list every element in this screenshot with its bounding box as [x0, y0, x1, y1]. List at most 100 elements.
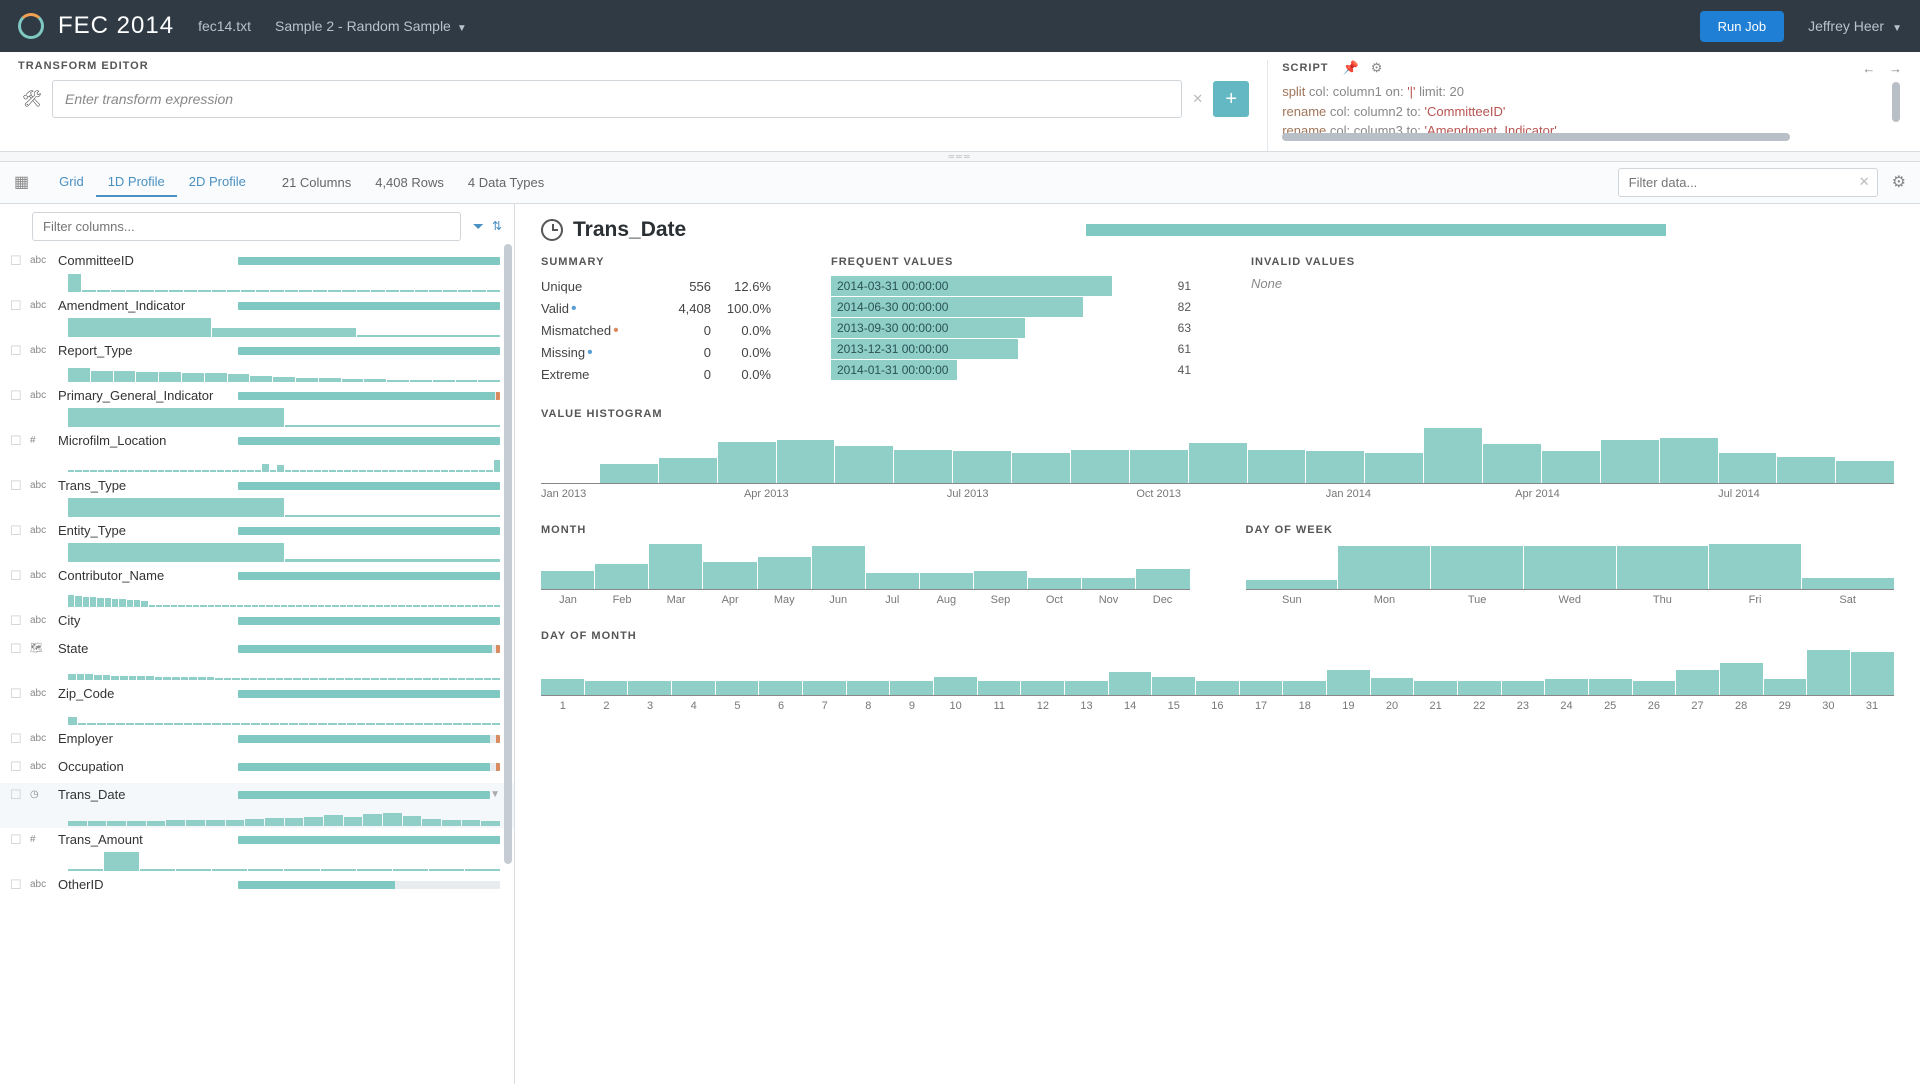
- column-row[interactable]: ☐🗺State: [0, 637, 514, 682]
- meta-rows: 4,408 Rows: [375, 175, 444, 190]
- type-icon: abc: [30, 761, 58, 772]
- wrench-icon[interactable]: 🛠: [18, 89, 46, 109]
- tab-grid[interactable]: Grid: [47, 168, 96, 197]
- column-row[interactable]: ☐abcTrans_Type: [0, 474, 514, 519]
- sparkline: [68, 407, 500, 427]
- tab-2d-profile[interactable]: 2D Profile: [177, 168, 258, 197]
- column-row[interactable]: ☐abcEntity_Type: [0, 519, 514, 564]
- add-transform-button[interactable]: +: [1213, 81, 1249, 117]
- breadcrumb-sample[interactable]: Sample 2 - Random Sample▼: [275, 18, 467, 34]
- column-row[interactable]: ☐#Trans_Amount: [0, 828, 514, 873]
- nav-back-icon[interactable]: ←: [1862, 61, 1875, 76]
- histogram-chart[interactable]: [541, 428, 1894, 484]
- tab-1d-profile[interactable]: 1D Profile: [96, 168, 177, 197]
- checkbox[interactable]: ☐: [10, 253, 30, 269]
- type-icon: abc: [30, 733, 58, 744]
- checkbox[interactable]: ☐: [10, 613, 30, 629]
- filter-icon[interactable]: ⏷: [473, 218, 484, 235]
- column-row[interactable]: ☐abcAmendment_Indicator: [0, 294, 514, 339]
- app-title: FEC 2014: [58, 12, 174, 40]
- frequent-label: FREQUENT VALUES: [831, 256, 1191, 268]
- checkbox[interactable]: ☐: [10, 568, 30, 584]
- filter-columns-input[interactable]: [32, 212, 461, 241]
- month-section: MONTH JanFebMarAprMayJunJulAugSepOctNovD…: [541, 524, 1190, 608]
- column-row[interactable]: ☐abcCommitteeID: [0, 249, 514, 294]
- histogram-axis: Jan 2013Apr 2013Jul 2013Oct 2013Jan 2014…: [541, 488, 1894, 502]
- checkbox[interactable]: ☐: [10, 686, 30, 702]
- meta-columns: 21 Columns: [282, 175, 351, 190]
- type-icon: abc: [30, 480, 58, 491]
- column-name: OtherID: [58, 877, 238, 892]
- column-row[interactable]: ☐abcReport_Type: [0, 339, 514, 384]
- meta-types: 4 Data Types: [468, 175, 544, 190]
- filter-data-input[interactable]: [1618, 168, 1878, 197]
- summary-block: SUMMARY Unique55612.6%Valid•4,408100.0%M…: [541, 256, 771, 386]
- dom-chart[interactable]: [541, 650, 1894, 696]
- checkbox[interactable]: ☐: [10, 388, 30, 404]
- sort-icon[interactable]: ⇅: [492, 219, 502, 233]
- script-label: SCRIPT: [1282, 62, 1328, 74]
- breadcrumb-file[interactable]: fec14.txt: [198, 18, 251, 34]
- checkbox[interactable]: ☐: [10, 433, 30, 449]
- clear-icon[interactable]: ✕: [1859, 174, 1870, 190]
- run-job-button[interactable]: Run Job: [1700, 11, 1784, 42]
- detail-column-title: Trans_Date: [573, 218, 686, 242]
- sparkline: [68, 452, 500, 472]
- checkbox[interactable]: ☐: [10, 877, 30, 893]
- script-body[interactable]: split col: column1 on: '|' limit: 20rena…: [1282, 82, 1902, 141]
- invalid-label: INVALID VALUES: [1251, 256, 1355, 268]
- column-row[interactable]: ☐abcEmployer: [0, 727, 514, 755]
- invalid-value: None: [1251, 276, 1355, 291]
- transform-input[interactable]: Enter transform expression: [52, 80, 1182, 118]
- scrollbar[interactable]: [1282, 133, 1790, 141]
- chevron-down-icon[interactable]: ▼: [490, 789, 500, 800]
- column-row[interactable]: ☐abcPrimary_General_Indicator: [0, 384, 514, 429]
- type-icon: abc: [30, 570, 58, 581]
- type-icon: abc: [30, 615, 58, 626]
- sparkline: [68, 587, 500, 607]
- frequent-row[interactable]: 2014-06-30 00:00:0082: [831, 297, 1191, 317]
- frequent-block: FREQUENT VALUES 2014-03-31 00:00:0091201…: [831, 256, 1191, 386]
- nav-forward-icon[interactable]: →: [1889, 61, 1902, 76]
- column-name: Report_Type: [58, 343, 238, 358]
- quality-bar: [238, 791, 490, 799]
- drag-handle[interactable]: ═══: [0, 152, 1920, 162]
- frequent-row[interactable]: 2014-01-31 00:00:0041: [831, 360, 1191, 380]
- grid-icon[interactable]: ▦: [14, 172, 29, 192]
- column-row[interactable]: ☐#Microfilm_Location: [0, 429, 514, 474]
- gear-icon[interactable]: ⚙: [1371, 60, 1383, 76]
- gear-icon[interactable]: ⚙: [1892, 172, 1906, 192]
- column-row[interactable]: ☐abcContributor_Name: [0, 564, 514, 609]
- dow-chart[interactable]: [1246, 544, 1895, 590]
- type-icon: #: [30, 834, 58, 845]
- checkbox[interactable]: ☐: [10, 787, 30, 803]
- clear-icon[interactable]: ✕: [1192, 91, 1203, 107]
- column-name: State: [58, 641, 238, 656]
- frequent-row[interactable]: 2013-09-30 00:00:0063: [831, 318, 1191, 338]
- column-row[interactable]: ☐◷Trans_Date▼: [0, 783, 514, 828]
- scrollbar[interactable]: [504, 244, 512, 864]
- checkbox[interactable]: ☐: [10, 298, 30, 314]
- toolbar: ▦ Grid1D Profile2D Profile 21 Columns 4,…: [0, 162, 1920, 204]
- checkbox[interactable]: ☐: [10, 523, 30, 539]
- checkbox[interactable]: ☐: [10, 731, 30, 747]
- column-row[interactable]: ☐abcOtherID: [0, 873, 514, 901]
- column-row[interactable]: ☐abcCity: [0, 609, 514, 637]
- user-menu[interactable]: Jeffrey Heer▼: [1808, 18, 1902, 34]
- column-row[interactable]: ☐abcOccupation: [0, 755, 514, 783]
- checkbox[interactable]: ☐: [10, 832, 30, 848]
- scrollbar[interactable]: [1892, 82, 1900, 122]
- month-chart[interactable]: [541, 544, 1190, 590]
- checkbox[interactable]: ☐: [10, 478, 30, 494]
- frequent-row[interactable]: 2014-03-31 00:00:0091: [831, 276, 1191, 296]
- column-row[interactable]: ☐abcZip_Code: [0, 682, 514, 727]
- quality-bar: [238, 392, 500, 400]
- checkbox[interactable]: ☐: [10, 641, 30, 657]
- checkbox[interactable]: ☐: [10, 343, 30, 359]
- frequent-row[interactable]: 2013-12-31 00:00:0061: [831, 339, 1191, 359]
- summary-label: SUMMARY: [541, 256, 771, 268]
- summary-row: Unique55612.6%: [541, 276, 771, 298]
- pin-icon[interactable]: 📌: [1343, 60, 1359, 76]
- checkbox[interactable]: ☐: [10, 759, 30, 775]
- column-name: Microfilm_Location: [58, 433, 238, 448]
